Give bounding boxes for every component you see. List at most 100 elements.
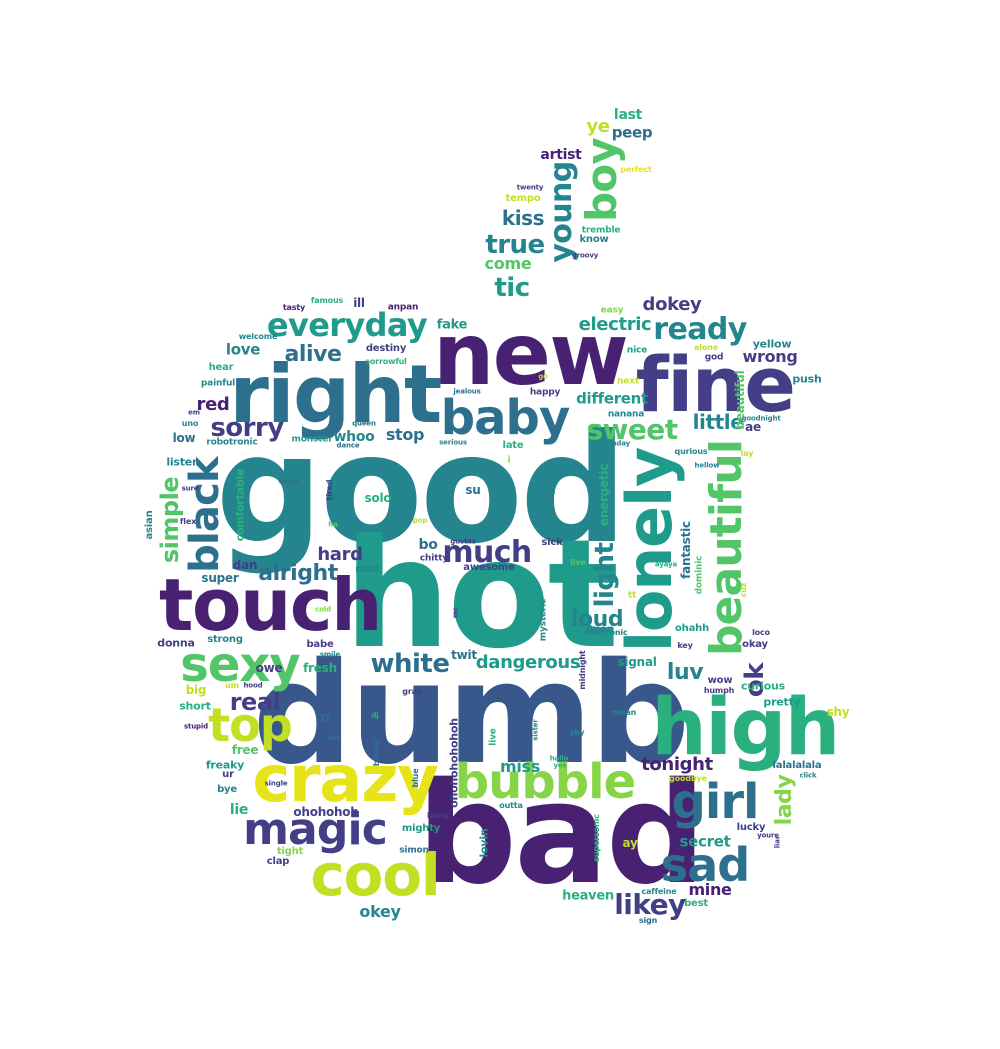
word-clap: clap bbox=[266, 856, 290, 867]
word-listen: listen bbox=[166, 455, 200, 469]
word-dj: dj bbox=[371, 711, 379, 720]
word-fake: fake bbox=[436, 317, 468, 333]
word-asian: asian bbox=[144, 510, 155, 540]
word-click: click bbox=[799, 771, 817, 780]
word-much: much bbox=[442, 535, 532, 570]
word-tired: tired bbox=[325, 479, 334, 501]
word-loud: loud bbox=[570, 607, 624, 632]
word-sky: sky bbox=[569, 728, 585, 737]
word-lonely: lonely bbox=[613, 447, 686, 653]
word-serious: serious bbox=[439, 438, 467, 447]
word-okay: okay bbox=[742, 639, 768, 650]
word-live: live bbox=[570, 558, 586, 567]
word-ay: ay bbox=[622, 836, 638, 850]
word-gustas: gustas bbox=[450, 537, 476, 546]
word-red: red bbox=[196, 394, 230, 415]
word-mad: mad bbox=[355, 564, 379, 575]
word-love: love bbox=[225, 340, 261, 359]
word-su: su bbox=[465, 483, 481, 497]
word-ready: ready bbox=[653, 312, 747, 347]
word-hellow: hellow bbox=[694, 461, 720, 470]
word-different: different bbox=[576, 389, 648, 408]
word-qurious: qurious bbox=[674, 447, 708, 456]
word-alright: alright bbox=[258, 561, 338, 586]
word-right: right bbox=[229, 348, 442, 441]
word-perfect: perfect bbox=[620, 165, 652, 174]
word-sweet: sweet bbox=[586, 413, 678, 446]
word-hear: hear bbox=[208, 362, 234, 373]
word-gray: gray bbox=[402, 687, 422, 696]
word-loco: loco bbox=[752, 628, 770, 637]
word-n: n bbox=[320, 710, 330, 726]
word-youre: youre bbox=[757, 831, 779, 840]
word-pretty: pretty bbox=[763, 695, 801, 709]
word-key: key bbox=[677, 641, 693, 650]
word-sorry: sorry bbox=[210, 413, 284, 443]
word-tight: tight bbox=[276, 846, 304, 857]
word-dance: dance bbox=[336, 441, 360, 450]
word-secret: secret bbox=[679, 832, 731, 851]
word-free: free bbox=[231, 743, 259, 757]
word-white: white bbox=[370, 649, 450, 679]
word-babe: babe bbox=[306, 639, 334, 650]
word-sexy: sexy bbox=[180, 637, 301, 693]
word-bye: bye bbox=[217, 784, 237, 795]
word-smile: smile bbox=[319, 650, 341, 659]
word-solo: solo bbox=[364, 491, 392, 505]
word-hallo: hallo bbox=[549, 754, 569, 763]
word-bubble: bubble bbox=[454, 754, 636, 810]
word-crazy: crazy bbox=[252, 743, 439, 817]
word-dokey: dokey bbox=[642, 294, 702, 315]
word-ill: ill bbox=[353, 296, 365, 310]
word-fantastic: fantastic bbox=[679, 521, 693, 579]
word-alone: alone bbox=[694, 343, 718, 352]
word-easy: easy bbox=[600, 305, 624, 316]
word-touch: touch bbox=[159, 563, 382, 647]
word-dumb: dumb bbox=[252, 633, 691, 796]
word-chitty: chitty bbox=[419, 553, 449, 564]
word-hard: hard bbox=[317, 544, 363, 565]
word-welcome: welcome bbox=[238, 332, 278, 341]
word-anpan: anpan bbox=[387, 302, 419, 313]
word-next: next bbox=[617, 376, 639, 387]
word-fine: fine bbox=[635, 340, 796, 429]
word-top: top bbox=[208, 698, 293, 752]
word-flex: flex bbox=[179, 517, 197, 526]
word-alive: alive bbox=[284, 342, 342, 367]
word-short: short bbox=[179, 699, 211, 713]
word-lalalalala: lalalalala bbox=[772, 760, 822, 771]
word-left: left bbox=[327, 734, 341, 743]
word-lucky: lucky bbox=[736, 822, 766, 833]
word-tasty: tasty bbox=[282, 303, 306, 312]
word-live2: live bbox=[488, 728, 499, 746]
word-mean: mean bbox=[611, 708, 637, 717]
word-ayaya: ayaya bbox=[654, 560, 678, 569]
word-goodbye: goodbye bbox=[669, 774, 707, 783]
word-light: light bbox=[590, 542, 620, 608]
word-stop: stop bbox=[385, 425, 425, 444]
word-yes: yes bbox=[553, 761, 567, 770]
word-luv: luv bbox=[666, 660, 704, 685]
word-baby: baby bbox=[440, 390, 571, 446]
word-girl: girl bbox=[671, 774, 759, 830]
word-dangerous: dangerous bbox=[475, 652, 581, 673]
word-dominic: dominic bbox=[694, 555, 705, 595]
word-comfortable: comfortable bbox=[233, 468, 247, 542]
word-happy: happy bbox=[529, 387, 561, 398]
word-whoo: whoo bbox=[333, 429, 375, 445]
word-huh: huh bbox=[547, 473, 558, 495]
word-midnight: midnight bbox=[578, 650, 587, 690]
word-ur: ur bbox=[222, 769, 234, 780]
word-okey: okey bbox=[359, 902, 401, 921]
word-strong: strong bbox=[207, 634, 243, 645]
word-monster: monster bbox=[291, 434, 333, 445]
word-bad: bad bbox=[416, 753, 706, 916]
word-new: new bbox=[433, 305, 629, 405]
word-sister: sister bbox=[531, 719, 540, 741]
word-caffeine: caffeine bbox=[641, 887, 677, 896]
word-signal: signal bbox=[617, 655, 657, 669]
word-black: black bbox=[182, 457, 228, 573]
word-artist: artist bbox=[540, 147, 582, 163]
word-ha: ha bbox=[328, 520, 338, 529]
